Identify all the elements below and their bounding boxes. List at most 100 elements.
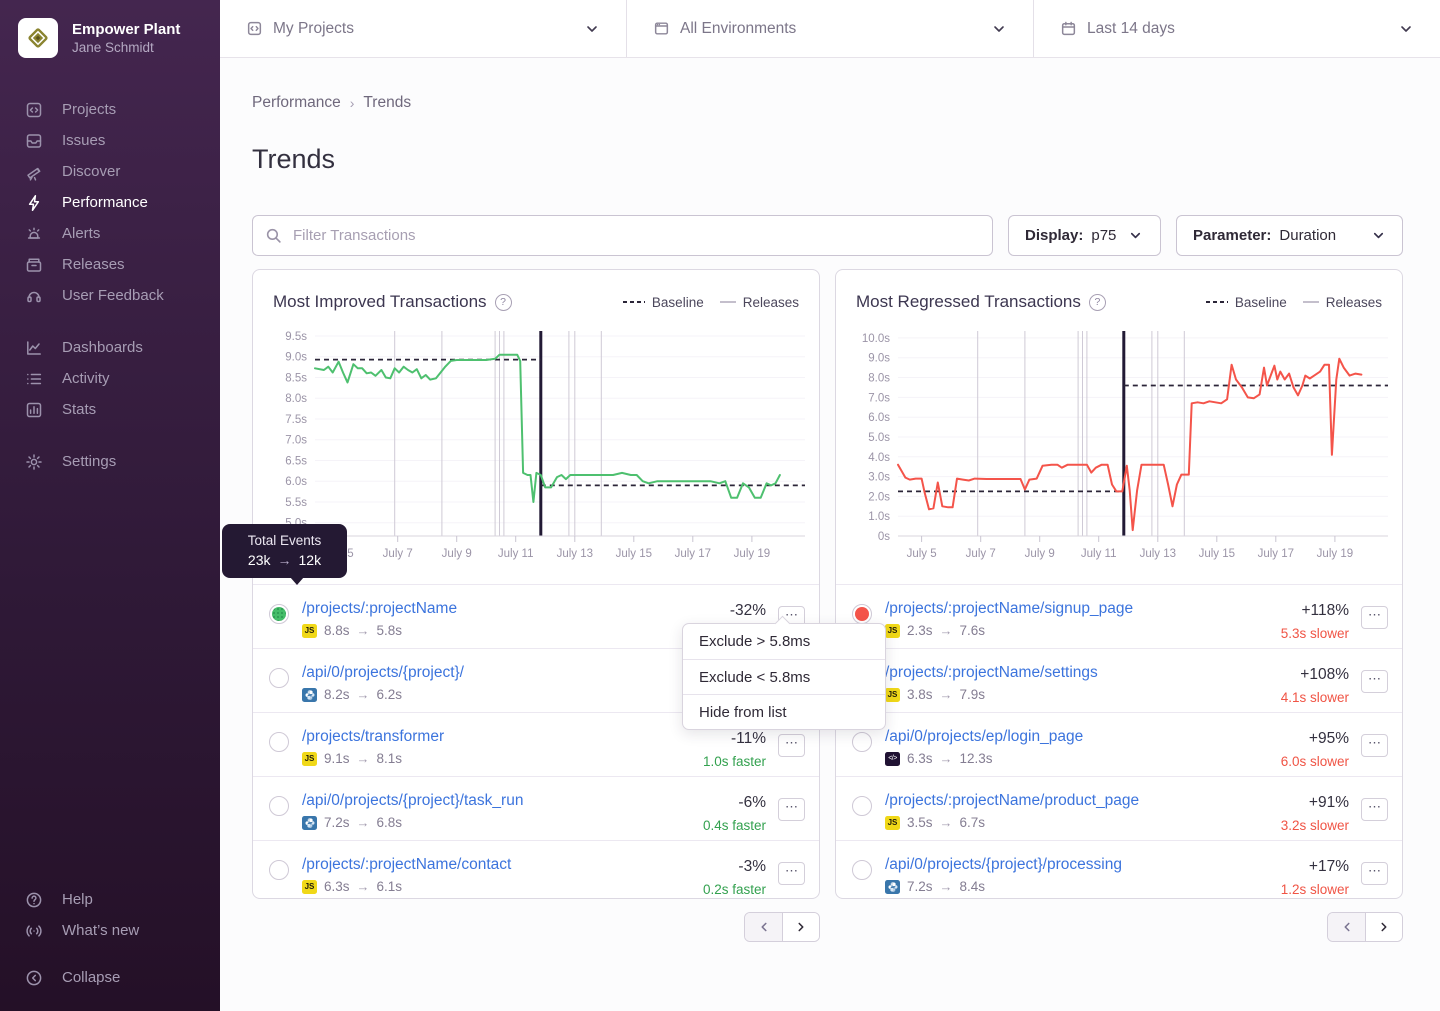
- transaction-link[interactable]: /projects/:projectName/settings: [885, 664, 1098, 681]
- sidebar-nav: Projects Issues Discover Performance Ale…: [0, 94, 220, 477]
- parameter-dropdown[interactable]: Parameter: Duration: [1176, 215, 1403, 256]
- window-icon: [653, 20, 670, 37]
- dashboards-icon: [24, 339, 44, 357]
- transaction-menu-button[interactable]: ⋯: [1361, 862, 1388, 885]
- next-page-button[interactable]: [782, 913, 819, 941]
- next-page-button[interactable]: [1365, 913, 1402, 941]
- transaction-menu-button[interactable]: ⋯: [1361, 606, 1388, 629]
- duration-after: 7.9s: [959, 687, 986, 702]
- transaction-menu-button[interactable]: ⋯: [1361, 670, 1388, 693]
- question-circle-icon[interactable]: ?: [1088, 293, 1106, 311]
- change-delta: 0.2s faster: [702, 882, 766, 897]
- chevron-left-icon: [1343, 922, 1350, 932]
- transaction-link[interactable]: /projects/:projectName/contact: [302, 856, 512, 873]
- change-delta: 3.2s slower: [1280, 818, 1349, 833]
- transaction-radio[interactable]: [269, 860, 289, 880]
- sidebar-item-help[interactable]: Help: [0, 884, 220, 915]
- stats-icon: [24, 401, 44, 419]
- change-delta: 6.0s slower: [1280, 754, 1349, 769]
- alerts-icon: [24, 225, 44, 243]
- improved-transaction-list: /projects/:projectName JS 8.8s → 5.8s -3…: [253, 584, 819, 898]
- sidebar-item-projects[interactable]: Projects: [0, 94, 220, 125]
- transaction-link[interactable]: /projects/:projectName/product_page: [885, 792, 1140, 809]
- breadcrumb-trends[interactable]: Trends: [363, 94, 412, 111]
- sidebar-item-activity[interactable]: Activity: [0, 363, 220, 394]
- python-platform-icon: [302, 815, 317, 830]
- calendar-icon: [1060, 20, 1077, 37]
- transaction-link[interactable]: /projects/:projectName/signup_page: [885, 600, 1134, 617]
- transaction-radio[interactable]: [852, 860, 872, 880]
- regressed-trend-chart[interactable]: 10.0s 9.0s 8.0s 7.0s 6.0s 5.0s 4.0s 3.0s 2.0s 1.0…: [852, 331, 1388, 563]
- transaction-menu-button[interactable]: ⋯: [1361, 798, 1388, 821]
- transaction-radio[interactable]: [269, 604, 289, 624]
- breadcrumb: Performance › Trends: [252, 94, 1403, 112]
- chevron-right-icon: [798, 922, 804, 932]
- transaction-link[interactable]: /projects/:projectName: [302, 600, 458, 617]
- svg-text:7.0s: 7.0s: [868, 392, 890, 404]
- sidebar-item-user-feedback[interactable]: User Feedback: [0, 280, 220, 311]
- help-icon: [24, 891, 44, 909]
- transaction-radio[interactable]: [269, 668, 289, 688]
- chevron-down-icon: [991, 21, 1007, 37]
- transaction-radio[interactable]: [852, 732, 872, 752]
- improved-trend-chart[interactable]: 9.5s9.0s8.5s8.0s7.5s7.0s6.5s6.0s5.5s5.0s…: [269, 331, 805, 563]
- sidebar-item-alerts[interactable]: Alerts: [0, 218, 220, 249]
- svg-text:July 13: July 13: [1140, 548, 1176, 560]
- duration-after: 6.1s: [376, 879, 403, 894]
- duration-before: 7.2s: [324, 815, 350, 830]
- whats-new-icon: [24, 922, 44, 940]
- display-dropdown[interactable]: Display: p75: [1008, 215, 1161, 256]
- prev-page-button[interactable]: [1328, 913, 1365, 941]
- breadcrumb-performance[interactable]: Performance: [252, 94, 341, 111]
- transaction-radio[interactable]: [852, 796, 872, 816]
- transaction-row: /api/0/projects/{project}/task_run 7.2s …: [253, 776, 819, 840]
- chevron-down-icon: [1398, 21, 1414, 37]
- baseline-legend: Baseline: [622, 295, 704, 310]
- transaction-link[interactable]: /api/0/projects/ep/login_page: [885, 728, 1084, 745]
- context-menu-item[interactable]: Exclude < 5.8ms: [683, 659, 885, 694]
- transaction-radio[interactable]: [269, 732, 289, 752]
- arrow-right-icon: →: [356, 687, 370, 702]
- duration-after: 6.2s: [376, 687, 403, 702]
- transaction-durations: JS 3.5s → 6.7s: [885, 815, 1271, 830]
- org-switcher[interactable]: Empower Plant Jane Schmidt: [0, 0, 220, 72]
- context-menu-item[interactable]: Exclude > 5.8ms: [699, 633, 811, 650]
- transaction-menu-button[interactable]: ⋯: [778, 798, 805, 821]
- filter-transactions-input[interactable]: [252, 215, 993, 256]
- sidebar-item-releases[interactable]: Releases: [0, 249, 220, 280]
- prev-page-button[interactable]: [745, 913, 782, 941]
- environment-filter-dropdown[interactable]: All Environments: [626, 0, 1033, 57]
- date-range-dropdown[interactable]: Last 14 days: [1033, 0, 1440, 57]
- controls-row: Display: p75 Parameter: Duration: [252, 215, 1403, 256]
- svg-text:8.5s: 8.5s: [285, 373, 307, 385]
- transaction-durations: JS 3.8s → 7.9s: [885, 687, 1271, 702]
- sidebar-item-issues[interactable]: Issues: [0, 125, 220, 156]
- sidebar-item-collapse[interactable]: Collapse: [0, 962, 220, 993]
- transaction-radio[interactable]: [269, 796, 289, 816]
- transaction-link[interactable]: /projects/transformer: [302, 728, 445, 745]
- performance-icon: [24, 194, 44, 212]
- sidebar-item-discover[interactable]: Discover: [0, 156, 220, 187]
- chevron-down-icon: [1128, 228, 1143, 243]
- svg-text:2.0s: 2.0s: [868, 491, 890, 503]
- transaction-row: /projects/transformer JS 9.1s → 8.1s -11…: [253, 712, 819, 776]
- transaction-menu-button[interactable]: ⋯: [778, 862, 805, 885]
- project-filter-dropdown[interactable]: My Projects: [220, 0, 626, 57]
- transaction-menu-button[interactable]: ⋯: [1361, 734, 1388, 757]
- transaction-link[interactable]: /api/0/projects/{project}/processing: [885, 856, 1122, 873]
- sidebar-item-settings[interactable]: Settings: [0, 446, 220, 477]
- question-circle-icon[interactable]: ?: [494, 293, 512, 311]
- change-percent: +91%: [1308, 794, 1349, 811]
- transaction-radio[interactable]: [852, 604, 872, 624]
- sidebar-item-dashboards[interactable]: Dashboards: [0, 332, 220, 363]
- context-menu-item[interactable]: Hide from list: [683, 694, 885, 729]
- sidebar-item-what-s-new[interactable]: What’s new: [0, 915, 220, 946]
- transaction-link[interactable]: /api/0/projects/{project}/task_run: [302, 792, 524, 809]
- svg-text:9.5s: 9.5s: [285, 331, 307, 343]
- transaction-menu-button[interactable]: ⋯: [778, 734, 805, 757]
- sidebar-item-stats[interactable]: Stats: [0, 394, 220, 425]
- user-name: Jane Schmidt: [72, 39, 154, 55]
- transaction-durations: 8.2s → 6.2s: [302, 687, 756, 702]
- topbar: My Projects All Environments Last 14 day…: [220, 0, 1440, 58]
- sidebar-item-performance[interactable]: Performance: [0, 187, 220, 218]
